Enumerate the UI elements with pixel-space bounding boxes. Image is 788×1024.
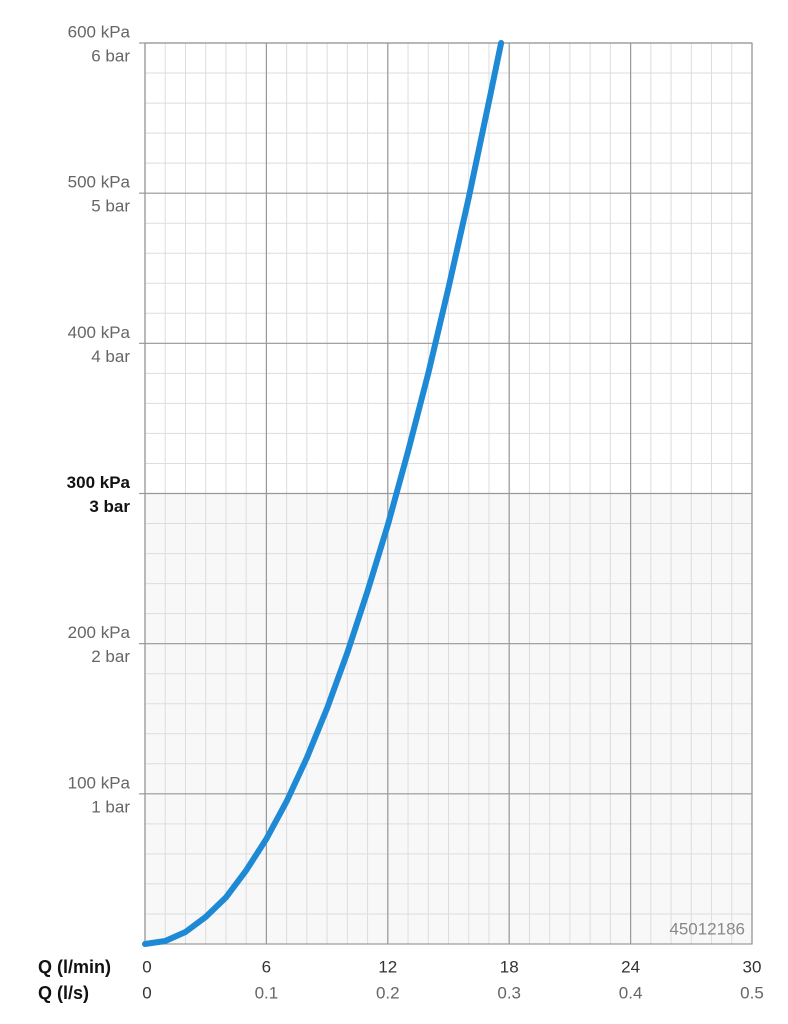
y-tick-label: 400 kPa [68,323,131,342]
y-tick-label: 300 kPa [67,473,131,492]
y2-tick-label: 4 bar [91,347,130,366]
y-tick-label: 100 kPa [68,773,131,792]
y-tick-label: 600 kPa [68,22,131,41]
plot-frame [144,42,753,945]
y2-tick-label: 2 bar [91,647,130,666]
x2-tick-label: 0.4 [619,983,643,1002]
y2-tick-label: 5 bar [91,197,130,216]
data-line [142,40,505,947]
x2-tick-label: 0.1 [255,983,279,1002]
x-tick-label: 0 [142,957,151,976]
x2-tick-label: 0 [142,983,151,1002]
y2-tick-label: 3 bar [89,497,130,516]
x2-tick-label: 0.2 [376,983,400,1002]
x2-axis-label: Q (l/s) [38,983,89,1003]
x-tick-label: 30 [743,957,762,976]
y2-tick-label: 1 bar [91,797,130,816]
y-tick-label: 200 kPa [68,623,131,642]
x-axis-label: Q (l/min) [38,957,111,977]
y2-tick-label: 6 bar [91,46,130,65]
x2-tick-label: 0.3 [497,983,521,1002]
x-tick-label: 6 [262,957,271,976]
x-tick-label: 12 [378,957,397,976]
x-tick-label: 24 [621,957,640,976]
y-tick-label: 500 kPa [68,173,131,192]
x-tick-label: 18 [500,957,519,976]
x2-tick-label: 0.5 [740,983,764,1002]
annotation: 45012186 [669,919,745,938]
